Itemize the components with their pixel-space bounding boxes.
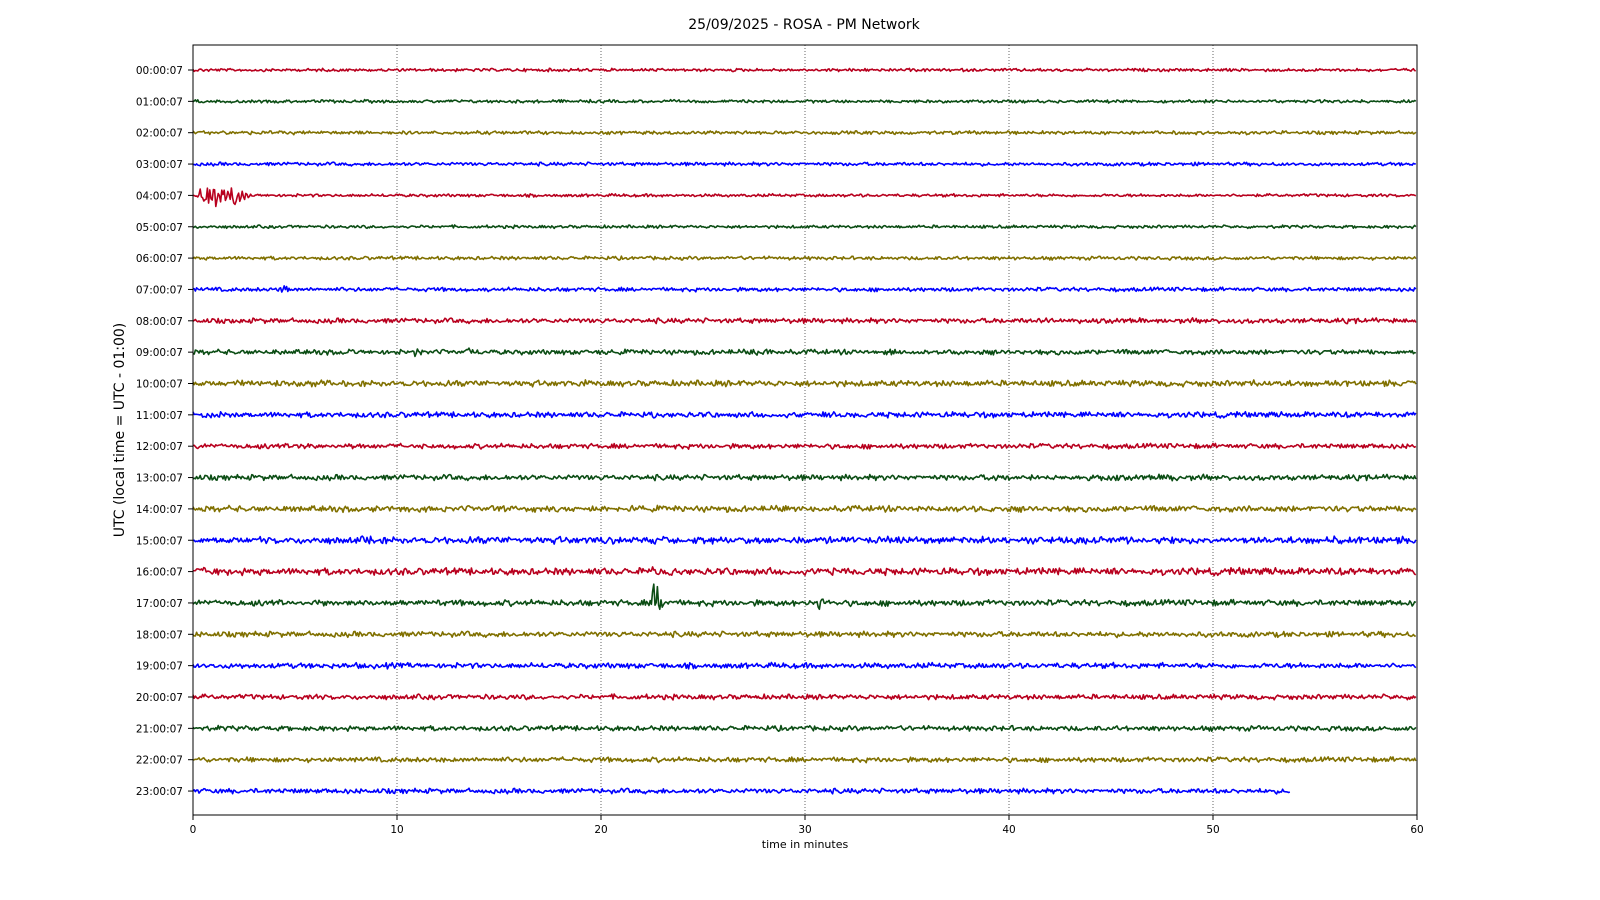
y-axis-label: UTC (local time = UTC - 01:00) [112,323,128,538]
x-tick-label: 30 [798,824,811,836]
trace-18-00-07 [192,630,1416,639]
trace-04-00-07 [192,187,1417,208]
y-tick-label: 03:00:07 [136,159,183,171]
y-tick-labels: 00:00:07 01:00:07 02:00:07 03:00:07 04:00:07… [136,65,193,798]
trace-02-00-07 [192,129,1417,136]
x-tick-label: 20 [594,824,607,836]
trace-20-00-07 [192,693,1417,701]
trace-15-00-07 [192,535,1417,545]
chart-title: 25/09/2025 - ROSA - PM Network [688,17,920,33]
y-tick-label: 08:00:07 [136,316,183,328]
y-tick-label: 07:00:07 [136,284,183,296]
trace-17-00-07 [192,583,1417,611]
y-tick-label: 11:00:07 [136,410,183,422]
y-tick-label: 14:00:07 [136,504,183,516]
y-tick-label: 18:00:07 [136,629,183,641]
y-tick-label: 16:00:07 [136,567,183,579]
trace-13-00-07 [192,473,1417,482]
x-axis-label: time in minutes [762,838,849,851]
y-tick-label: 10:00:07 [136,379,183,391]
y-tick-label: 04:00:07 [136,190,183,202]
x-tick-label: 40 [1002,824,1015,836]
x-tick-label: 0 [190,824,197,836]
trace-00-00-07 [192,67,1416,73]
trace-21-00-07 [192,724,1417,733]
x-tick-labels: 0 10 20 30 40 50 60 [190,815,1424,836]
trace-10-00-07 [192,379,1417,388]
y-tick-label: 06:00:07 [136,253,183,265]
y-tick-label: 05:00:07 [136,222,183,234]
y-tick-label: 15:00:07 [136,535,183,547]
y-tick-label: 02:00:07 [136,128,183,140]
trace-05-00-07 [192,224,1417,230]
seismic-traces [192,67,1417,795]
trace-23-00-07 [192,787,1291,795]
trace-19-00-07 [192,661,1417,670]
y-tick-label: 01:00:07 [136,96,183,108]
y-tick-label: 19:00:07 [136,661,183,673]
x-tick-label: 10 [390,824,403,836]
y-tick-label: 09:00:07 [136,347,183,359]
trace-11-00-07 [192,410,1417,419]
trace-22-00-07 [192,756,1417,764]
x-tick-label: 60 [1410,824,1423,836]
trace-03-00-07 [192,161,1416,167]
trace-07-00-07 [192,285,1417,293]
trace-16-00-07 [192,566,1417,577]
trace-01-00-07 [192,98,1417,104]
y-tick-label: 20:00:07 [136,692,183,704]
y-tick-label: 22:00:07 [136,755,183,767]
grid-lines [396,45,1214,815]
y-tick-label: 21:00:07 [136,723,183,735]
trace-08-00-07 [192,317,1417,325]
trace-14-00-07 [192,504,1417,514]
y-tick-label: 13:00:07 [136,473,183,485]
y-tick-label: 00:00:07 [136,65,183,77]
x-tick-label: 50 [1206,824,1219,836]
y-tick-label: 23:00:07 [136,786,183,798]
trace-06-00-07 [192,255,1417,261]
trace-09-00-07 [192,347,1417,358]
y-tick-label: 17:00:07 [136,598,183,610]
trace-12-00-07 [192,442,1417,450]
y-tick-label: 12:00:07 [136,441,183,453]
